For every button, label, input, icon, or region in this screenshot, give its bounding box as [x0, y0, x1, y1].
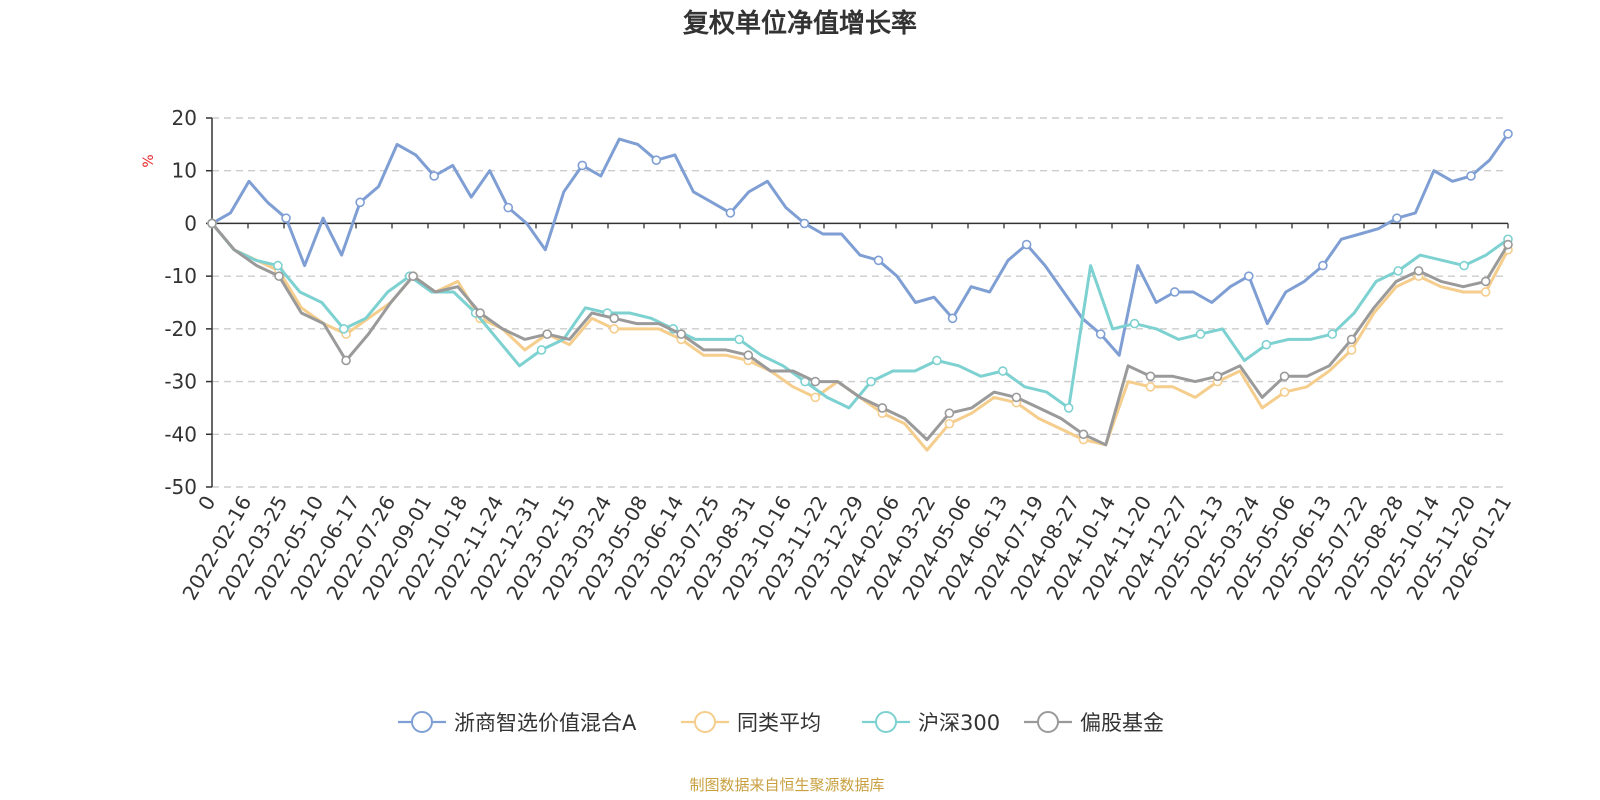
data-point[interactable] — [1212, 371, 1223, 382]
legend-marker — [1037, 711, 1059, 733]
data-point[interactable] — [1145, 371, 1156, 382]
y-tick-label: -50 — [164, 475, 197, 499]
data-point[interactable] — [1095, 329, 1106, 339]
data-point[interactable] — [944, 408, 955, 419]
series-line-0 — [211, 132, 1510, 357]
series-line-3 — [210, 222, 1510, 447]
y-axis: 20 10 0 -10 -20 -30 -40 -50 — [164, 106, 213, 499]
data-point[interactable] — [338, 324, 349, 334]
data-point[interactable] — [577, 160, 588, 171]
data-point[interactable] — [1261, 339, 1272, 350]
data-point[interactable] — [1145, 382, 1156, 392]
x-axis: 02022-02-162022-03-252022-05-102022-06-1… — [177, 222, 1516, 604]
data-point[interactable] — [676, 329, 687, 339]
data-point[interactable] — [1503, 129, 1513, 139]
data-point[interactable] — [1346, 334, 1357, 345]
legend-item-0[interactable]: 浙商智选价值混合A — [398, 711, 637, 735]
y-tick-label: 10 — [172, 159, 197, 183]
data-point[interactable] — [725, 208, 736, 218]
series-line-2 — [210, 222, 1509, 410]
x-tick-label: 0 — [193, 492, 220, 515]
data-point[interactable] — [873, 255, 884, 266]
data-point[interactable] — [274, 271, 284, 281]
legend-label: 同类平均 — [737, 711, 821, 735]
data-point[interactable] — [799, 218, 810, 229]
data-point[interactable] — [1413, 266, 1424, 276]
data-point[interactable] — [1466, 171, 1476, 181]
data-point[interactable] — [408, 271, 418, 281]
data-point[interactable] — [810, 376, 821, 387]
data-point[interactable] — [1318, 260, 1328, 271]
data-point[interactable] — [944, 418, 955, 429]
data-point[interactable] — [1195, 329, 1206, 339]
series-lines — [207, 129, 1513, 452]
legend-item-2[interactable]: 沪深300 — [862, 711, 1000, 735]
data-point[interactable] — [1392, 213, 1402, 223]
y-axis-unit: % — [141, 154, 157, 167]
legend-marker — [694, 711, 716, 733]
y-tick-label: -40 — [164, 422, 197, 446]
data-point[interactable] — [1011, 392, 1022, 403]
gridlines — [212, 117, 1508, 488]
data-point[interactable] — [1078, 429, 1089, 440]
data-point[interactable] — [1244, 271, 1254, 281]
data-point[interactable] — [1327, 329, 1338, 339]
legend-item-1[interactable]: 同类平均 — [681, 711, 821, 735]
data-point[interactable] — [947, 313, 958, 324]
y-tick-label: -10 — [164, 264, 197, 288]
legend-label: 浙商智选价值混合A — [454, 711, 637, 735]
data-point[interactable] — [1393, 266, 1403, 276]
data-point[interactable] — [932, 355, 942, 366]
data-point[interactable] — [503, 202, 514, 213]
data-point[interactable] — [743, 350, 754, 361]
source-note: 制图数据来自恒生聚源数据库 — [689, 776, 884, 794]
data-point[interactable] — [542, 329, 552, 339]
y-tick-label: -30 — [164, 370, 197, 394]
data-point[interactable] — [997, 366, 1008, 376]
legend-label: 偏股基金 — [1080, 711, 1164, 735]
data-point[interactable] — [429, 171, 439, 181]
data-point[interactable] — [866, 376, 876, 387]
data-point[interactable] — [609, 313, 620, 324]
data-point[interactable] — [281, 213, 291, 223]
series-line-1 — [210, 222, 1510, 452]
legend-label: 沪深300 — [918, 711, 1000, 735]
data-point[interactable] — [609, 324, 620, 334]
legend[interactable]: 浙商智选价值混合A 同类平均 沪深300 偏股基金 — [398, 711, 1164, 735]
legend-item-3[interactable]: 偏股基金 — [1024, 711, 1164, 735]
data-point[interactable] — [1063, 403, 1074, 413]
data-point[interactable] — [273, 260, 283, 271]
y-tick-label: 20 — [172, 106, 197, 130]
legend-marker — [411, 711, 433, 733]
data-point[interactable] — [341, 355, 351, 366]
data-point[interactable] — [810, 392, 821, 403]
data-point[interactable] — [1021, 239, 1032, 250]
data-point[interactable] — [1346, 345, 1357, 355]
data-point[interactable] — [1480, 276, 1491, 287]
data-point[interactable] — [207, 218, 217, 229]
data-point[interactable] — [651, 155, 662, 165]
legend-marker — [875, 711, 897, 733]
data-point[interactable] — [1503, 239, 1513, 250]
data-point[interactable] — [536, 345, 547, 355]
data-point[interactable] — [1459, 260, 1469, 271]
data-point[interactable] — [1480, 287, 1491, 297]
data-point[interactable] — [355, 197, 365, 208]
data-point[interactable] — [1129, 318, 1140, 329]
data-point[interactable] — [734, 334, 744, 345]
data-point[interactable] — [475, 308, 485, 318]
data-point[interactable] — [877, 403, 888, 413]
data-point[interactable] — [1279, 387, 1290, 397]
y-tick-label: -20 — [164, 317, 197, 341]
data-point[interactable] — [1169, 287, 1180, 297]
data-point[interactable] — [1279, 371, 1290, 382]
chart-title: 复权单位净值增长率 — [683, 8, 917, 39]
y-tick-label: 0 — [184, 211, 197, 235]
